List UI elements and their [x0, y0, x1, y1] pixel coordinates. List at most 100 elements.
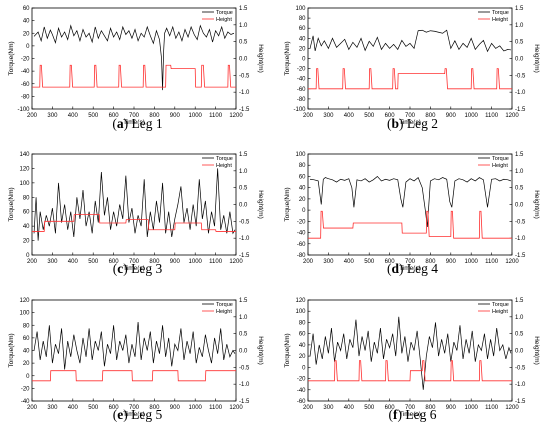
y2-tick-label: 0.5: [239, 186, 248, 192]
y-tick-label: -40: [297, 77, 306, 83]
y-tick-label: 80: [23, 323, 30, 329]
y-tick-label: 0: [26, 374, 30, 380]
x-tick-label: 1100: [485, 113, 499, 119]
y2-tick-label: -1.0: [515, 90, 526, 96]
legend-label: Height: [492, 17, 508, 23]
x-tick-label: 400: [68, 259, 79, 265]
y-tick-label: 20: [23, 239, 30, 245]
x-tick-label: 1200: [229, 405, 243, 411]
x-tick-label: 800: [425, 259, 436, 265]
x-tick-label: 200: [303, 113, 314, 119]
x-tick-label: 1000: [189, 113, 203, 119]
y-tick-label: 20: [23, 31, 30, 37]
y-tick-label: -20: [297, 67, 306, 73]
y2-tick-label: 1.5: [239, 6, 248, 12]
x-tick-label: 1000: [465, 113, 479, 119]
x-tick-label: 900: [170, 113, 181, 119]
y-tick-label: -20: [297, 219, 306, 225]
y2-axis-title: Height(m): [257, 44, 264, 73]
y2-tick-label: -1.5: [515, 107, 526, 113]
y-tick-label: -60: [297, 242, 306, 248]
chart-panel-c: 200 300 400 500 600 700 800 900 1000 1100 1200 0 20 4…: [8, 152, 264, 272]
y-tick-label: 20: [23, 361, 30, 367]
x-tick-label: 1200: [229, 113, 243, 119]
y2-tick-label: 1.5: [515, 6, 524, 12]
y2-tick-label: 0.0: [515, 349, 524, 355]
y2-tick-label: 0.0: [239, 349, 248, 355]
y-tick-label: 60: [23, 6, 30, 12]
series-line-torque: [33, 24, 235, 91]
x-tick-label: 400: [344, 113, 355, 119]
y-tick-label: 40: [299, 343, 306, 349]
y2-tick-label: 1.0: [515, 169, 524, 175]
y2-tick-label: 0.5: [239, 332, 248, 338]
y-tick-label: 100: [295, 152, 306, 158]
x-axis-title: Time(s): [123, 411, 145, 418]
x-tick-label: 800: [149, 113, 160, 119]
x-tick-label: 1000: [465, 259, 479, 265]
y2-tick-label: -1.5: [239, 399, 250, 405]
y-tick-label: -20: [21, 57, 30, 63]
y2-tick-label: -1.5: [239, 253, 250, 259]
series-line-torque: [33, 322, 236, 370]
y-tick-label: 120: [295, 298, 306, 304]
y-tick-label: -60: [297, 399, 306, 405]
series-line-torque: [309, 29, 512, 53]
y-tick-label: -20: [297, 377, 306, 383]
x-tick-label: 300: [47, 405, 58, 411]
y-tick-label: 100: [295, 309, 306, 315]
series-line-torque: [309, 316, 512, 390]
x-tick-label: 700: [129, 259, 140, 265]
y-tick-label: 0: [26, 44, 30, 50]
y-tick-label: 0: [26, 253, 30, 259]
y-tick-label: -40: [297, 231, 306, 237]
y-tick-label: -80: [21, 94, 30, 100]
y2-axis-title: Height(m): [257, 190, 264, 219]
x-tick-label: 200: [27, 259, 38, 265]
plot-frame: [307, 153, 513, 256]
y-tick-label: 40: [299, 186, 306, 192]
y-tick-label: 20: [299, 197, 306, 203]
x-tick-label: 600: [385, 113, 396, 119]
y-axis-title: Torque(Nm): [8, 333, 15, 367]
x-tick-label: 1000: [189, 405, 203, 411]
legend-label: Height: [492, 309, 508, 315]
series-line-height: [308, 68, 512, 90]
y-axis-title: Torque(Nm): [8, 41, 15, 75]
y-tick-label: -60: [297, 87, 306, 93]
y2-tick-label: -0.5: [515, 73, 526, 79]
y-tick-label: 120: [19, 298, 30, 304]
y-axis-title: Torque(Nm): [284, 41, 291, 75]
x-tick-label: 600: [385, 405, 396, 411]
x-tick-label: 400: [68, 113, 79, 119]
x-tick-label: 1200: [505, 113, 519, 119]
y-tick-label: -80: [297, 253, 306, 259]
legend-label: Torque: [216, 156, 233, 162]
x-tick-label: 400: [68, 405, 79, 411]
y2-tick-label: -1.0: [239, 236, 250, 242]
x-tick-label: 200: [27, 113, 38, 119]
y2-tick-label: 1.0: [239, 169, 248, 175]
legend-label: Height: [492, 163, 508, 169]
y-tick-label: 20: [299, 46, 306, 52]
x-tick-label: 900: [446, 113, 457, 119]
y2-tick-label: -1.5: [515, 399, 526, 405]
series-line-height: [32, 370, 236, 382]
y-tick-label: 40: [23, 19, 30, 25]
y2-axis-title: Height(m): [533, 190, 540, 219]
y2-tick-label: -1.0: [239, 382, 250, 388]
x-tick-label: 200: [27, 405, 38, 411]
y-tick-label: -40: [21, 69, 30, 75]
y-tick-label: -100: [17, 107, 30, 113]
chart-panel-a: 200 300 400 500 600 700 800 900 1000 1100 1200-100…: [8, 6, 264, 126]
plot-frame: [31, 7, 237, 110]
series-line-height: [308, 210, 512, 239]
y-tick-label: -20: [21, 386, 30, 392]
x-tick-label: 800: [425, 113, 436, 119]
y-tick-label: 60: [299, 26, 306, 32]
y-tick-label: -80: [297, 97, 306, 103]
caption-d: (d) Leg 4: [386, 261, 438, 276]
x-tick-label: 700: [405, 113, 416, 119]
x-tick-label: 300: [47, 113, 58, 119]
